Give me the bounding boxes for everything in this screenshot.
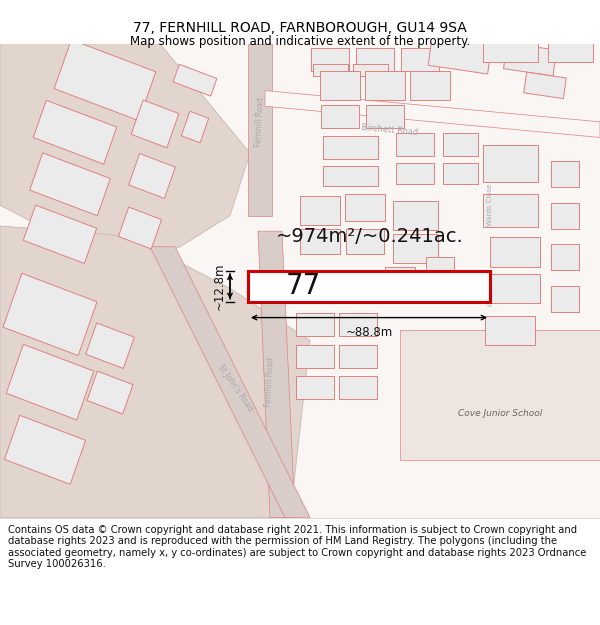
Bar (551, 286, 579, 312)
Bar (392, 201, 437, 230)
Bar (366, 105, 404, 128)
Bar (323, 166, 377, 186)
Bar (548, 39, 593, 62)
Bar (296, 344, 334, 367)
Bar (321, 105, 359, 128)
Text: Contains OS data © Crown copyright and database right 2021. This information is : Contains OS data © Crown copyright and d… (8, 524, 586, 569)
Bar (320, 71, 360, 100)
Text: Wards Close: Wards Close (487, 184, 493, 226)
Polygon shape (0, 44, 250, 268)
Bar (482, 145, 538, 182)
Bar (401, 48, 439, 71)
Bar (118, 207, 161, 249)
Text: Cove Junior School: Cove Junior School (458, 409, 542, 418)
Bar (54, 40, 156, 121)
Bar (551, 202, 579, 229)
Bar (443, 164, 478, 184)
Bar (443, 133, 478, 156)
Bar (339, 313, 377, 336)
Bar (410, 71, 450, 100)
Bar (339, 376, 377, 399)
Text: Heathfield: Heathfield (487, 271, 493, 306)
Text: St John's Road: St John's Road (215, 362, 254, 413)
Text: Fernhill Road: Fernhill Road (264, 357, 276, 408)
Bar (33, 100, 117, 164)
Bar (173, 64, 217, 96)
Bar (323, 136, 377, 159)
Bar (128, 154, 175, 198)
Polygon shape (0, 226, 310, 518)
Text: ~88.8m: ~88.8m (346, 326, 392, 339)
Bar (296, 376, 334, 399)
Text: Fernhill Road: Fernhill Road (254, 97, 266, 147)
Bar (6, 344, 94, 420)
Bar (490, 274, 540, 303)
Polygon shape (265, 91, 600, 138)
Bar (524, 72, 566, 99)
Polygon shape (400, 330, 600, 460)
Bar (426, 258, 454, 278)
Text: Birchett Road: Birchett Road (361, 123, 419, 137)
Bar (365, 71, 405, 100)
Bar (485, 316, 535, 344)
Bar (428, 34, 492, 74)
Bar (353, 64, 388, 76)
Bar (482, 36, 538, 62)
Bar (396, 133, 434, 156)
Bar (23, 205, 97, 264)
Bar (300, 229, 340, 254)
Bar (551, 161, 579, 187)
Bar (248, 271, 490, 302)
Polygon shape (248, 44, 272, 216)
Bar (551, 244, 579, 270)
Polygon shape (258, 231, 295, 518)
Bar (4, 416, 86, 484)
Bar (339, 344, 377, 367)
Text: Map shows position and indicative extent of the property.: Map shows position and indicative extent… (130, 35, 470, 48)
Bar (346, 229, 384, 254)
Text: 77: 77 (286, 272, 321, 301)
Bar (181, 111, 209, 143)
Bar (3, 273, 97, 356)
Bar (131, 100, 179, 148)
Polygon shape (150, 247, 310, 518)
Text: ~974m²/~0.241ac.: ~974m²/~0.241ac. (276, 227, 464, 246)
Bar (296, 313, 334, 336)
Bar (396, 164, 434, 184)
Text: 77, FERNHILL ROAD, FARNBOROUGH, GU14 9SA: 77, FERNHILL ROAD, FARNBOROUGH, GU14 9SA (133, 21, 467, 34)
Bar (300, 196, 340, 225)
Bar (490, 238, 540, 267)
Bar (482, 194, 538, 227)
Bar (87, 371, 133, 414)
Bar (311, 48, 349, 71)
Bar (29, 153, 110, 216)
Bar (392, 234, 437, 264)
Bar (385, 267, 415, 289)
Bar (356, 48, 394, 71)
Bar (503, 43, 556, 76)
Bar (313, 64, 347, 76)
Text: ~12.8m: ~12.8m (213, 262, 226, 310)
Bar (86, 323, 134, 369)
Bar (345, 194, 385, 221)
